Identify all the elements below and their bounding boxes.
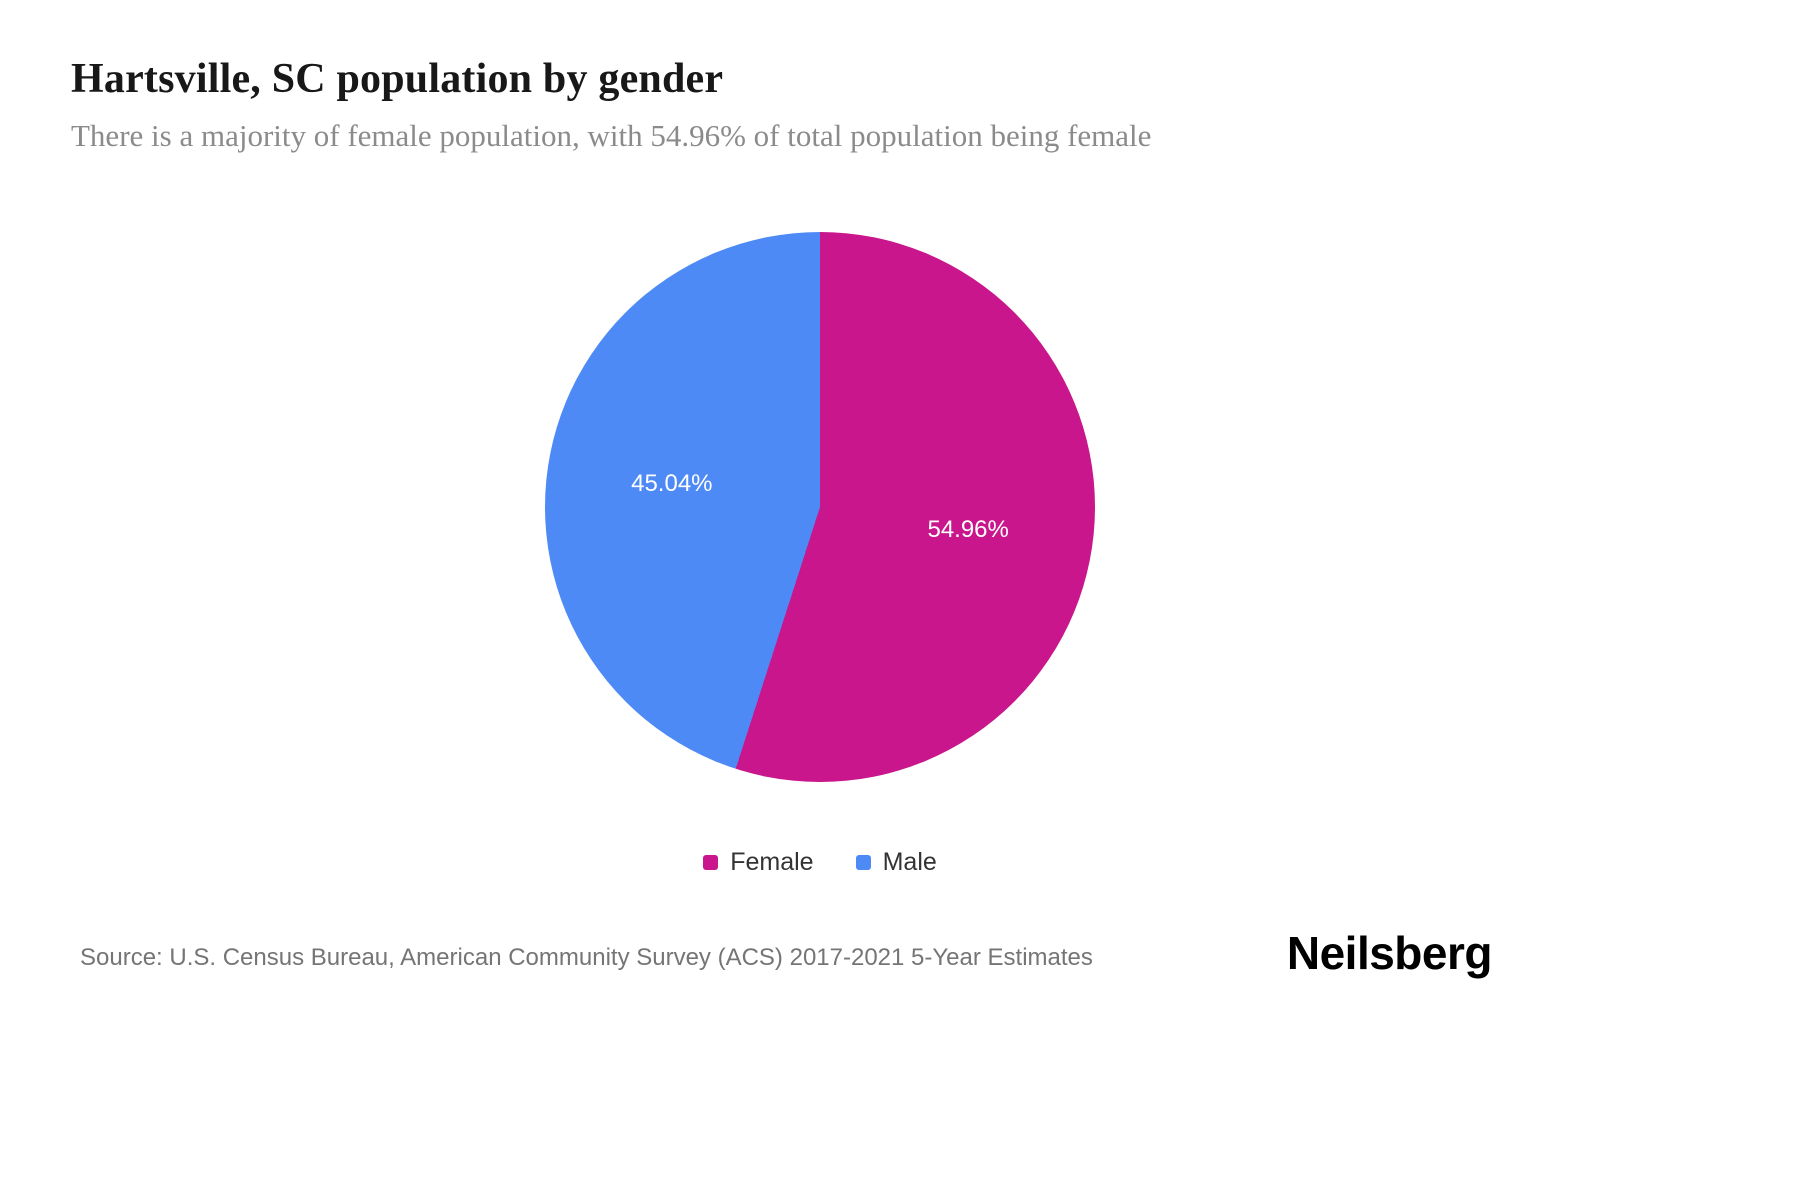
legend-item-male[interactable]: Male [855, 848, 937, 877]
slice-label-female: 54.96% [927, 516, 1009, 544]
chart-subtitle: There is a majority of female population… [71, 118, 1152, 153]
chart-title: Hartsville, SC population by gender [71, 56, 724, 102]
legend-swatch-male-icon [855, 855, 871, 870]
legend: Female Male [545, 848, 1095, 877]
legend-swatch-female-icon [703, 855, 719, 870]
pie-chart: 54.96% 45.04% [545, 232, 1095, 782]
legend-label-female: Female [730, 848, 814, 876]
slice-label-male: 45.04% [631, 469, 713, 497]
neilsberg-logo: Neilsberg [1286, 927, 1493, 979]
legend-item-female[interactable]: Female [703, 848, 814, 877]
source-attribution: Source: U.S. Census Bureau, American Com… [80, 944, 1093, 971]
legend-label-male: Male [882, 848, 937, 876]
